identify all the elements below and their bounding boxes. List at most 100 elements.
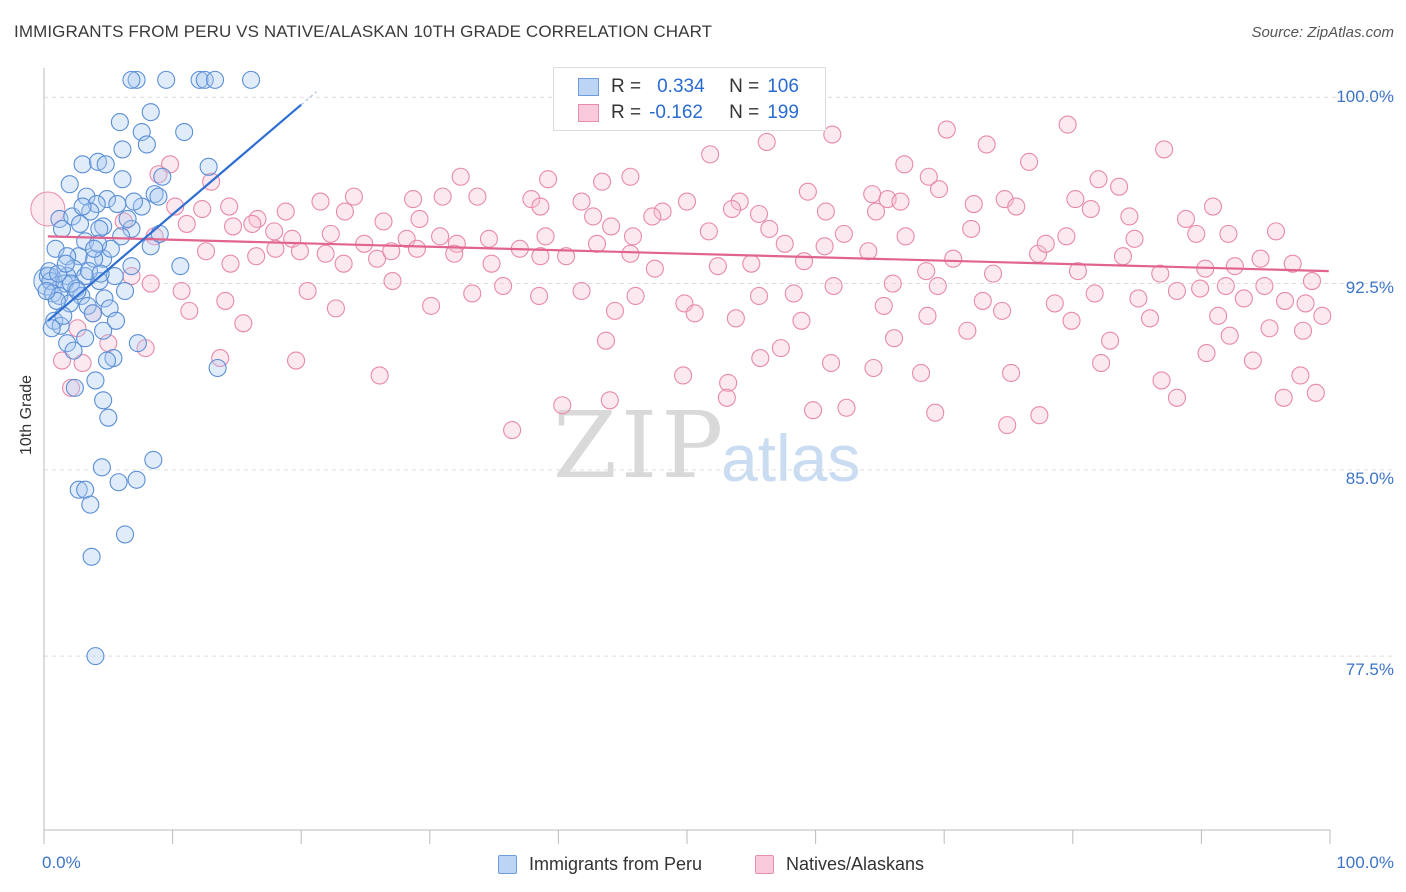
point-peru-39 [171, 257, 190, 276]
point-peru-19 [77, 187, 96, 206]
point-natives-101 [557, 247, 576, 266]
point-peru-13 [73, 155, 92, 174]
point-peru-73 [92, 458, 111, 477]
point-natives-105 [742, 254, 761, 273]
point-natives-161 [1062, 311, 1081, 330]
point-natives-78 [775, 234, 794, 253]
point-natives-185 [1197, 344, 1216, 363]
point-natives-197 [503, 421, 522, 440]
axes [43, 68, 1331, 844]
point-natives-140 [1085, 284, 1104, 303]
y-tick-label-100: 100.0% [1336, 87, 1394, 106]
point-natives-74 [587, 234, 607, 253]
point-natives-107 [815, 237, 834, 256]
point-natives-39 [964, 195, 983, 214]
point-natives-113 [1068, 262, 1087, 281]
point-natives-73 [536, 227, 555, 246]
point-natives-159 [918, 306, 937, 325]
legend-swatch-pink [578, 104, 599, 122]
point-peru-57 [83, 304, 102, 323]
point-peru-45 [105, 267, 124, 286]
grid-lines [44, 96, 1392, 657]
trend-line-peru [47, 103, 302, 322]
point-natives-126 [383, 272, 402, 291]
point-natives-51 [276, 202, 295, 221]
point-natives-31 [584, 207, 603, 226]
point-natives-125 [298, 281, 317, 301]
point-natives-1 [823, 125, 842, 144]
point-natives-43 [1081, 199, 1100, 219]
point-natives-135 [824, 276, 843, 296]
point-peru-49 [115, 281, 135, 301]
point-peru-10 [175, 122, 194, 142]
source-label: Source: ZipAtlas.com [1251, 24, 1394, 41]
point-natives-165 [1293, 321, 1313, 340]
point-natives-66 [321, 224, 340, 243]
legend-r-label: R = [611, 76, 642, 97]
legend-n-value-natives: 199 [767, 102, 799, 123]
point-natives-102 [621, 244, 640, 263]
point-natives-104 [708, 257, 727, 276]
point-natives-148 [1296, 294, 1315, 313]
point-natives-120 [1302, 272, 1322, 291]
point-natives-48 [374, 212, 393, 231]
point-peru-5 [195, 70, 214, 89]
legend-r-value-peru: 0.334 [657, 76, 705, 97]
point-peru-103 [37, 281, 56, 301]
point-peru-1 [157, 70, 176, 89]
point-natives-76 [699, 222, 718, 241]
point-peru-22 [87, 195, 106, 214]
point-natives-183 [1092, 353, 1111, 373]
point-peru-72 [144, 450, 163, 469]
point-peru-60 [94, 321, 113, 340]
point-natives-180 [864, 358, 883, 378]
legend-n-label: N = [729, 76, 760, 97]
point-natives-114 [1113, 247, 1133, 266]
point-natives-194 [1030, 406, 1049, 425]
point-natives-143 [1191, 279, 1210, 298]
x-tick-label-min: 0.0% [42, 853, 81, 872]
point-natives-75 [623, 227, 643, 246]
point-natives-89 [221, 254, 240, 273]
point-natives-25 [433, 187, 452, 206]
point-natives-85 [1187, 224, 1206, 243]
point-natives-10 [1020, 152, 1039, 171]
point-peru-21 [108, 195, 127, 214]
point-peru-67 [208, 358, 227, 378]
point-peru-101 [60, 175, 79, 194]
point-natives-21 [539, 170, 558, 189]
point-natives-12 [1110, 177, 1129, 196]
bottom-legend-natives: Natives/Alaskans [755, 851, 924, 877]
point-natives-173 [287, 351, 306, 370]
point-natives-3 [701, 145, 720, 164]
point-peru-53 [95, 289, 114, 308]
point-natives-99 [482, 254, 501, 273]
point-natives-5 [1058, 115, 1077, 134]
point-natives-160 [993, 301, 1012, 320]
point-natives-195 [1167, 388, 1187, 407]
bottom-legend-label-peru: Immigrants from Peru [529, 853, 703, 874]
point-natives-112 [1036, 234, 1055, 253]
watermark-atlas: atlas [721, 421, 861, 495]
point-peru-38 [122, 257, 141, 276]
point-peru-16 [199, 157, 218, 176]
point-natives-54 [193, 199, 212, 219]
point-natives-92 [290, 242, 309, 261]
point-natives-134 [784, 284, 803, 303]
point-natives-124 [216, 291, 235, 310]
point-natives-110 [944, 249, 963, 268]
point-natives-20 [593, 172, 612, 191]
point-natives-7 [1155, 140, 1174, 159]
point-peru-99 [149, 187, 168, 206]
point-natives-32 [643, 207, 662, 226]
legend-row-natives: R = -0.162 N = 199 [578, 101, 799, 125]
point-natives-189 [61, 378, 81, 397]
point-natives-153 [463, 284, 482, 303]
y-tick-label-92-5: 92.5% [1345, 278, 1394, 297]
point-peru-97 [49, 264, 68, 283]
point-natives-179 [821, 353, 841, 373]
point-natives-121 [141, 274, 160, 293]
point-natives-95 [368, 249, 387, 268]
point-natives-187 [1291, 366, 1310, 385]
point-natives-164 [1260, 319, 1279, 338]
